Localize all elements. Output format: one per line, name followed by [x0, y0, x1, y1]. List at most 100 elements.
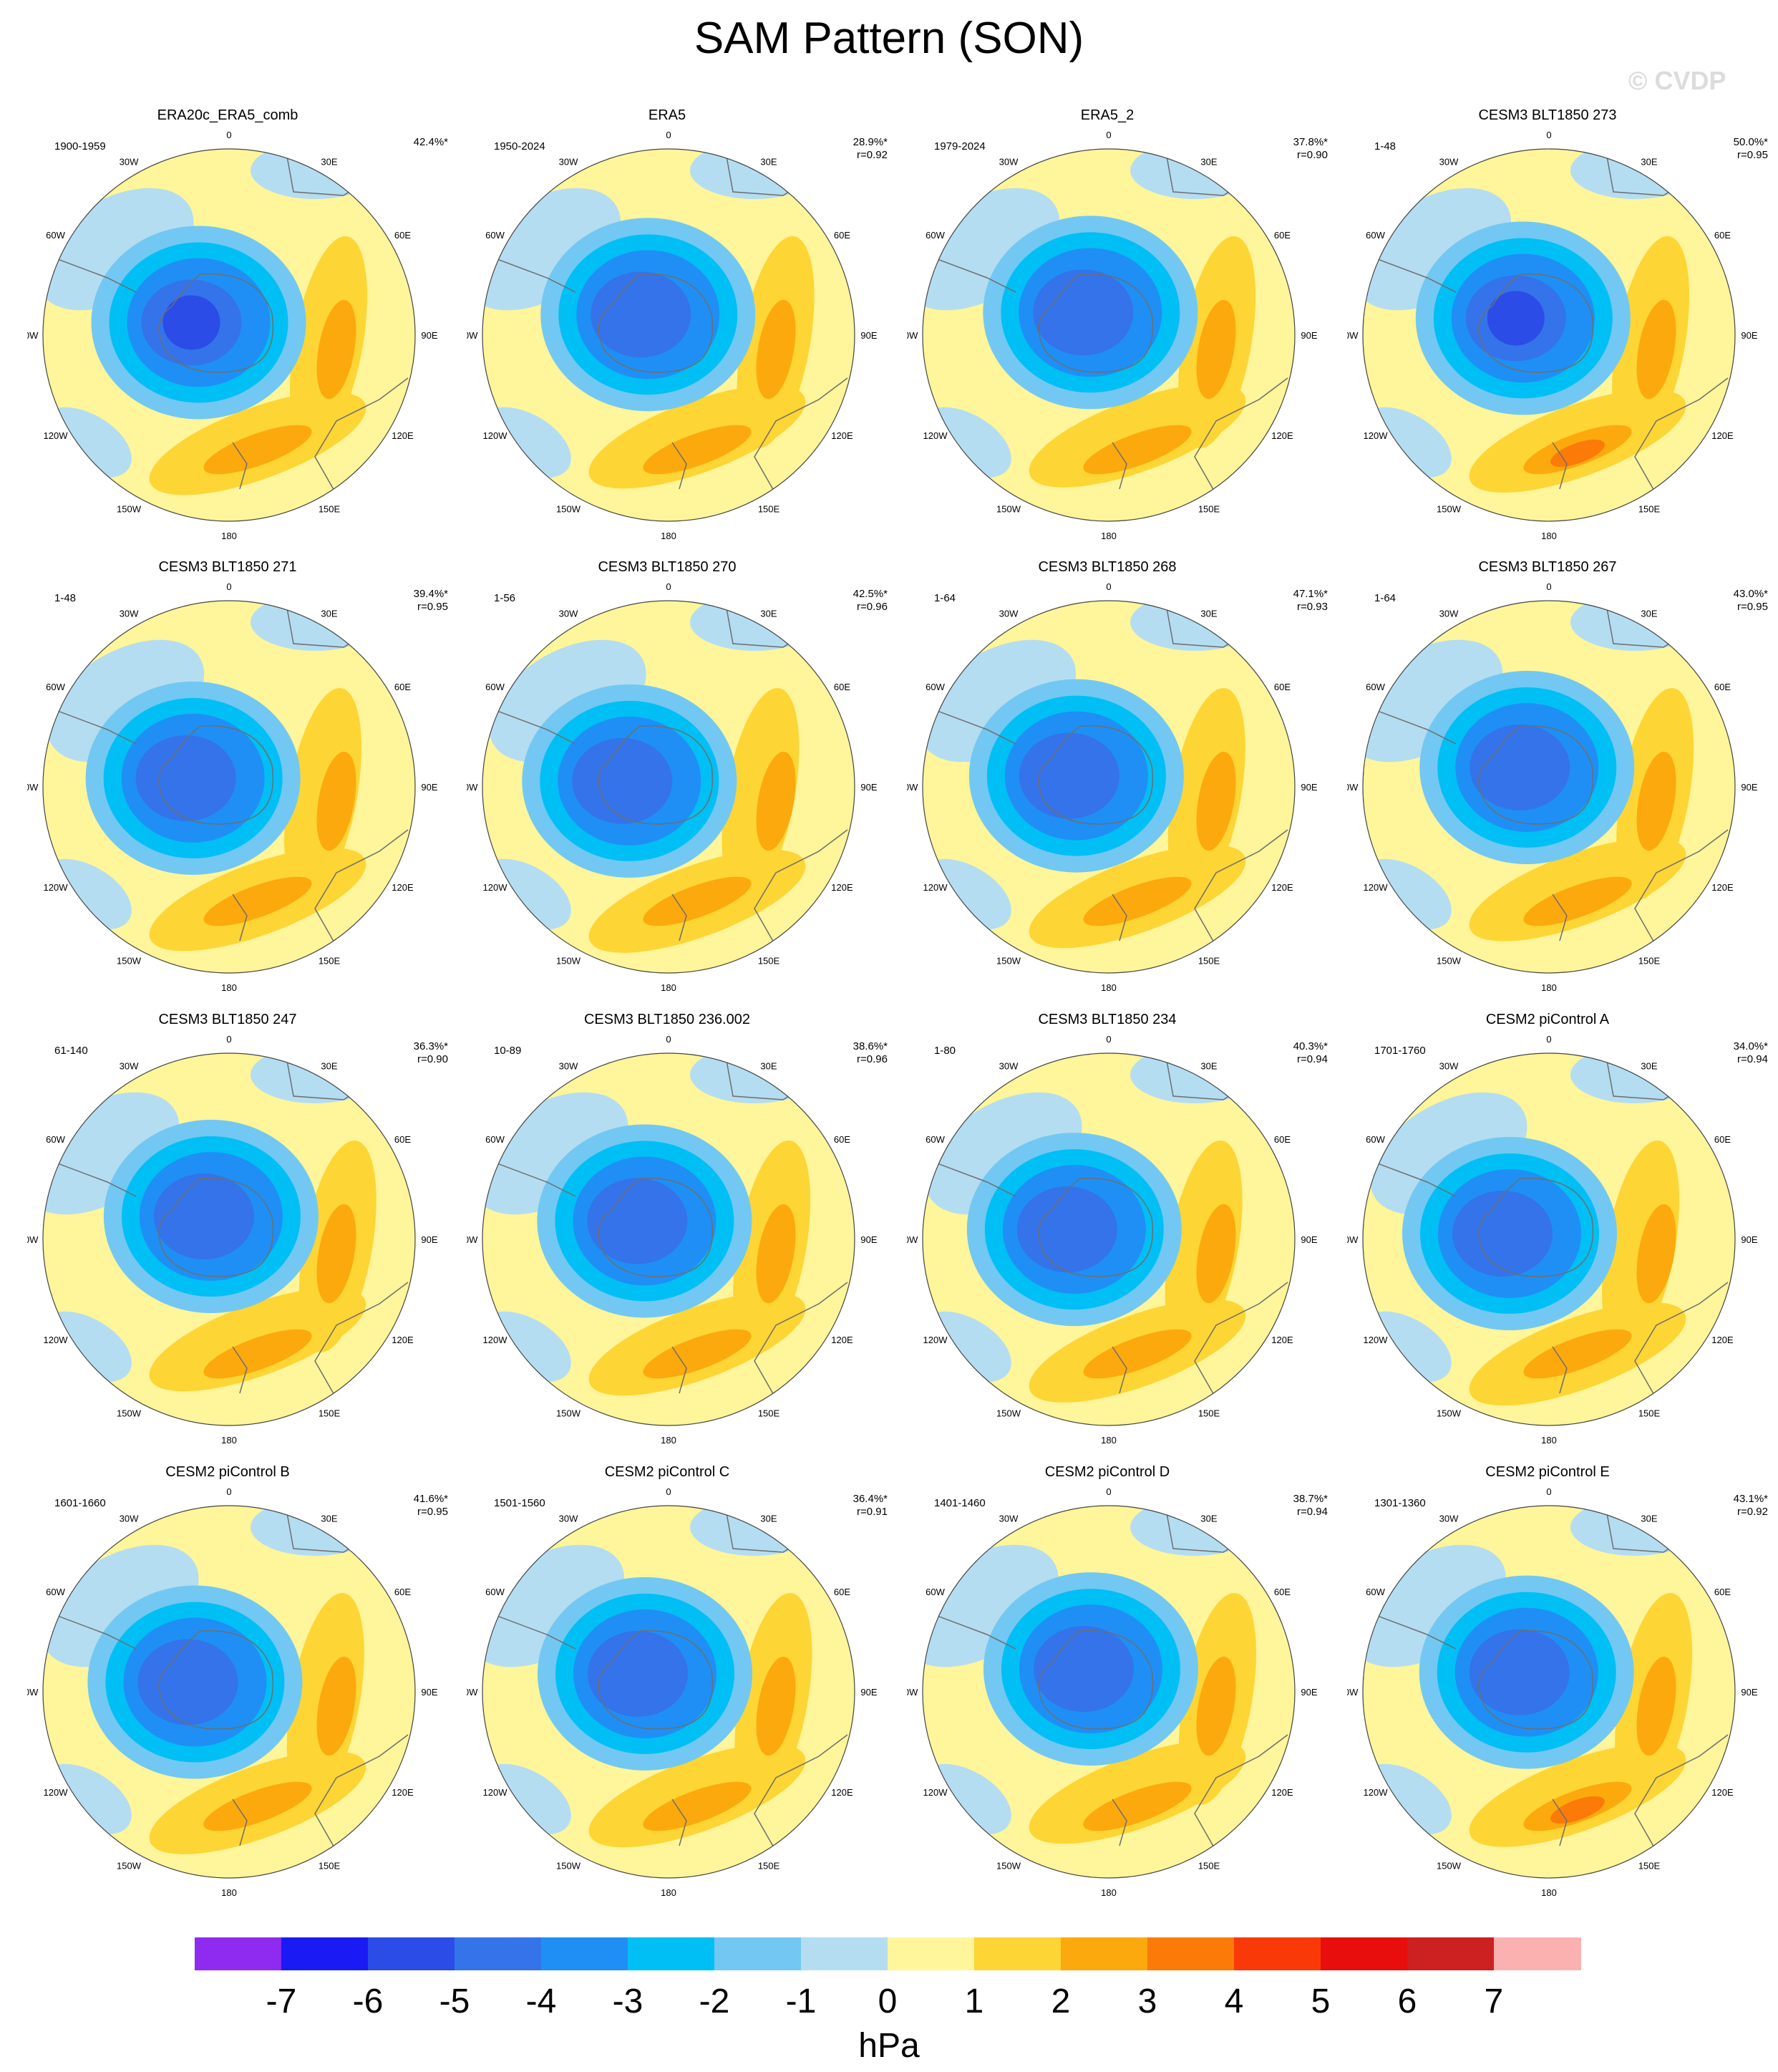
- longitude-label: 180: [661, 531, 676, 541]
- longitude-label: 30W: [999, 609, 1019, 619]
- colorbar-tick-label: 0: [878, 1983, 898, 2020]
- longitude-label: 60W: [1366, 230, 1385, 241]
- positive-anomaly-core: [1196, 1204, 1236, 1304]
- colorbar-swatch: [714, 1937, 802, 1970]
- panel-variance-explained: 50.0%*: [1733, 136, 1768, 148]
- longitude-label: 90E: [1741, 1687, 1757, 1698]
- longitude-label: 30W: [1439, 157, 1459, 168]
- longitude-label: 30W: [559, 609, 578, 619]
- panel-years: 1979-2024: [934, 140, 986, 153]
- longitude-label: 0: [1546, 581, 1551, 592]
- longitude-label: 60E: [394, 1134, 411, 1145]
- polar-map: 0 30E 60E 90E 120E 150E 180 150W 120W 90W 60W 30W: [27, 130, 438, 541]
- panel-stats: 42.4%*: [414, 136, 448, 149]
- longitude-label: 150W: [117, 1860, 142, 1871]
- longitude-label: 90W: [27, 782, 39, 793]
- longitude-label: 150E: [319, 1860, 341, 1871]
- longitude-label: 150W: [556, 1860, 581, 1871]
- polar-map: 0 30E 60E 90E 120E 150E 180 150W 120W 90W 60W 30W: [1347, 581, 1758, 993]
- south-america-coastline: [929, 1612, 1016, 1650]
- panel-title: CESM3 BLT1850 234: [1038, 1012, 1177, 1027]
- colorbar-swatch: [1494, 1937, 1581, 1970]
- panel-pattern-correlation: r=0.95: [1737, 149, 1768, 161]
- longitude-label: 30W: [559, 1061, 578, 1072]
- panel-title: CESM3 BLT1850 236.002: [583, 1012, 750, 1027]
- map-panel: CESM2 piControl B 0 30E 60E 90E 120E 150E 180 15…: [27, 1464, 471, 1917]
- longitude-label: 90W: [907, 1234, 918, 1245]
- longitude-label: 60E: [1274, 1587, 1291, 1597]
- longitude-label: 120E: [1271, 882, 1293, 893]
- map-border: [482, 600, 855, 974]
- longitude-label: 30W: [120, 1514, 139, 1524]
- longitude-label: 150W: [556, 1408, 581, 1418]
- panel-years: 1-64: [1374, 592, 1396, 604]
- panel-title: ERA20c_ERA5_comb: [157, 107, 298, 123]
- colorbar-swatch: [281, 1937, 369, 1970]
- antarctica-coastline: [598, 1177, 714, 1277]
- longitude-label: 60W: [46, 682, 65, 692]
- panel-title: CESM3 BLT1850 270: [598, 559, 737, 575]
- new-zealand-coastline: [232, 1346, 248, 1394]
- panel-stats: 42.5%* r=0.96: [853, 588, 888, 614]
- panel-variance-explained: 43.1%*: [1733, 1493, 1768, 1505]
- polar-map: 0 30E 60E 90E 120E 150E 180 150W 120W 90W 60W 30W: [467, 1034, 878, 1446]
- longitude-label: 60E: [1714, 1587, 1731, 1597]
- south-america-coastline: [489, 256, 576, 293]
- longitude-label: 120E: [1271, 430, 1293, 441]
- polar-map: 0 30E 60E 90E 120E 150E 180 150W 120W 90W 60W 30W: [907, 130, 1318, 541]
- longitude-label: 30W: [999, 157, 1019, 168]
- longitude-label: 150W: [1437, 1860, 1462, 1871]
- longitude-label: 150E: [758, 955, 780, 966]
- longitude-label: 60W: [926, 230, 945, 241]
- longitude-label: 120E: [1271, 1335, 1293, 1345]
- new-zealand-coastline: [1552, 1799, 1568, 1846]
- australia-coastline: [1194, 1734, 1288, 1864]
- panel-variance-explained: 40.3%*: [1293, 1040, 1328, 1052]
- polar-map: 0 30E 60E 90E 120E 150E 180 150W 120W 90W 60W 30W: [27, 1486, 438, 1898]
- map-panel: CESM2 piControl A 0 30E 60E 90E 120E 150E 180 15…: [1347, 1012, 1778, 1464]
- longitude-label: 120W: [923, 430, 948, 441]
- panel-stats: 39.4%* r=0.95: [414, 588, 448, 614]
- longitude-label: 90E: [1301, 782, 1317, 793]
- map-border: [482, 148, 855, 522]
- longitude-label: 90W: [467, 330, 478, 341]
- longitude-label: 30W: [559, 1514, 578, 1524]
- polar-map: 0 30E 60E 90E 120E 150E 180 150W 120W 90W 60W 30W: [27, 1034, 438, 1446]
- longitude-label: 60E: [394, 230, 411, 241]
- longitude-label: 30E: [1200, 1514, 1217, 1524]
- longitude-label: 90W: [27, 330, 39, 341]
- longitude-label: 90E: [1741, 330, 1757, 341]
- longitude-label: 120E: [392, 430, 414, 441]
- australia-coastline: [1634, 1282, 1729, 1412]
- panel-title: CESM3 BLT1850 247: [158, 1012, 297, 1027]
- positive-anomaly-core: [316, 1656, 356, 1756]
- new-zealand-coastline: [1552, 1346, 1568, 1394]
- panel-years: 1401-1460: [934, 1497, 986, 1509]
- longitude-label: 60E: [1714, 682, 1731, 692]
- longitude-label: 150E: [758, 1408, 780, 1418]
- longitude-label: 120E: [1711, 430, 1734, 441]
- longitude-label: 60E: [394, 682, 411, 692]
- longitude-label: 30E: [1200, 609, 1217, 619]
- longitude-label: 30W: [559, 157, 578, 168]
- map-panel: CESM3 BLT1850 270 0 30E 60E 90E 120E 150E 180 15…: [467, 559, 910, 1012]
- longitude-label: 90W: [1347, 1234, 1359, 1245]
- longitude-label: 60W: [1366, 1134, 1385, 1145]
- longitude-label: 30E: [321, 157, 337, 168]
- australia-coastline: [314, 377, 409, 508]
- map-panel: CESM3 BLT1850 236.002 0 30E 60E 90E 120E 150E 1…: [467, 1012, 910, 1464]
- positive-anomaly-core: [316, 299, 356, 400]
- panel-stats: 47.1%* r=0.93: [1293, 588, 1328, 614]
- polar-map: 0 30E 60E 90E 120E 150E 180 150W 120W 90W 60W 30W: [27, 581, 438, 993]
- negative-anomaly-ring: [588, 1630, 689, 1717]
- colorbar-tick-label: -5: [439, 1983, 470, 2020]
- longitude-label: 120E: [831, 882, 853, 893]
- positive-anomaly-core: [756, 1204, 796, 1304]
- panel-pattern-correlation: r=0.93: [1297, 601, 1328, 613]
- south-america-coastline: [929, 1160, 1016, 1197]
- longitude-label: 0: [1106, 130, 1111, 140]
- longitude-label: 180: [1101, 982, 1117, 993]
- panel-title: CESM3 BLT1850 267: [1478, 559, 1617, 575]
- panel-years: 61-140: [54, 1045, 88, 1057]
- positive-anomaly-core: [756, 751, 796, 851]
